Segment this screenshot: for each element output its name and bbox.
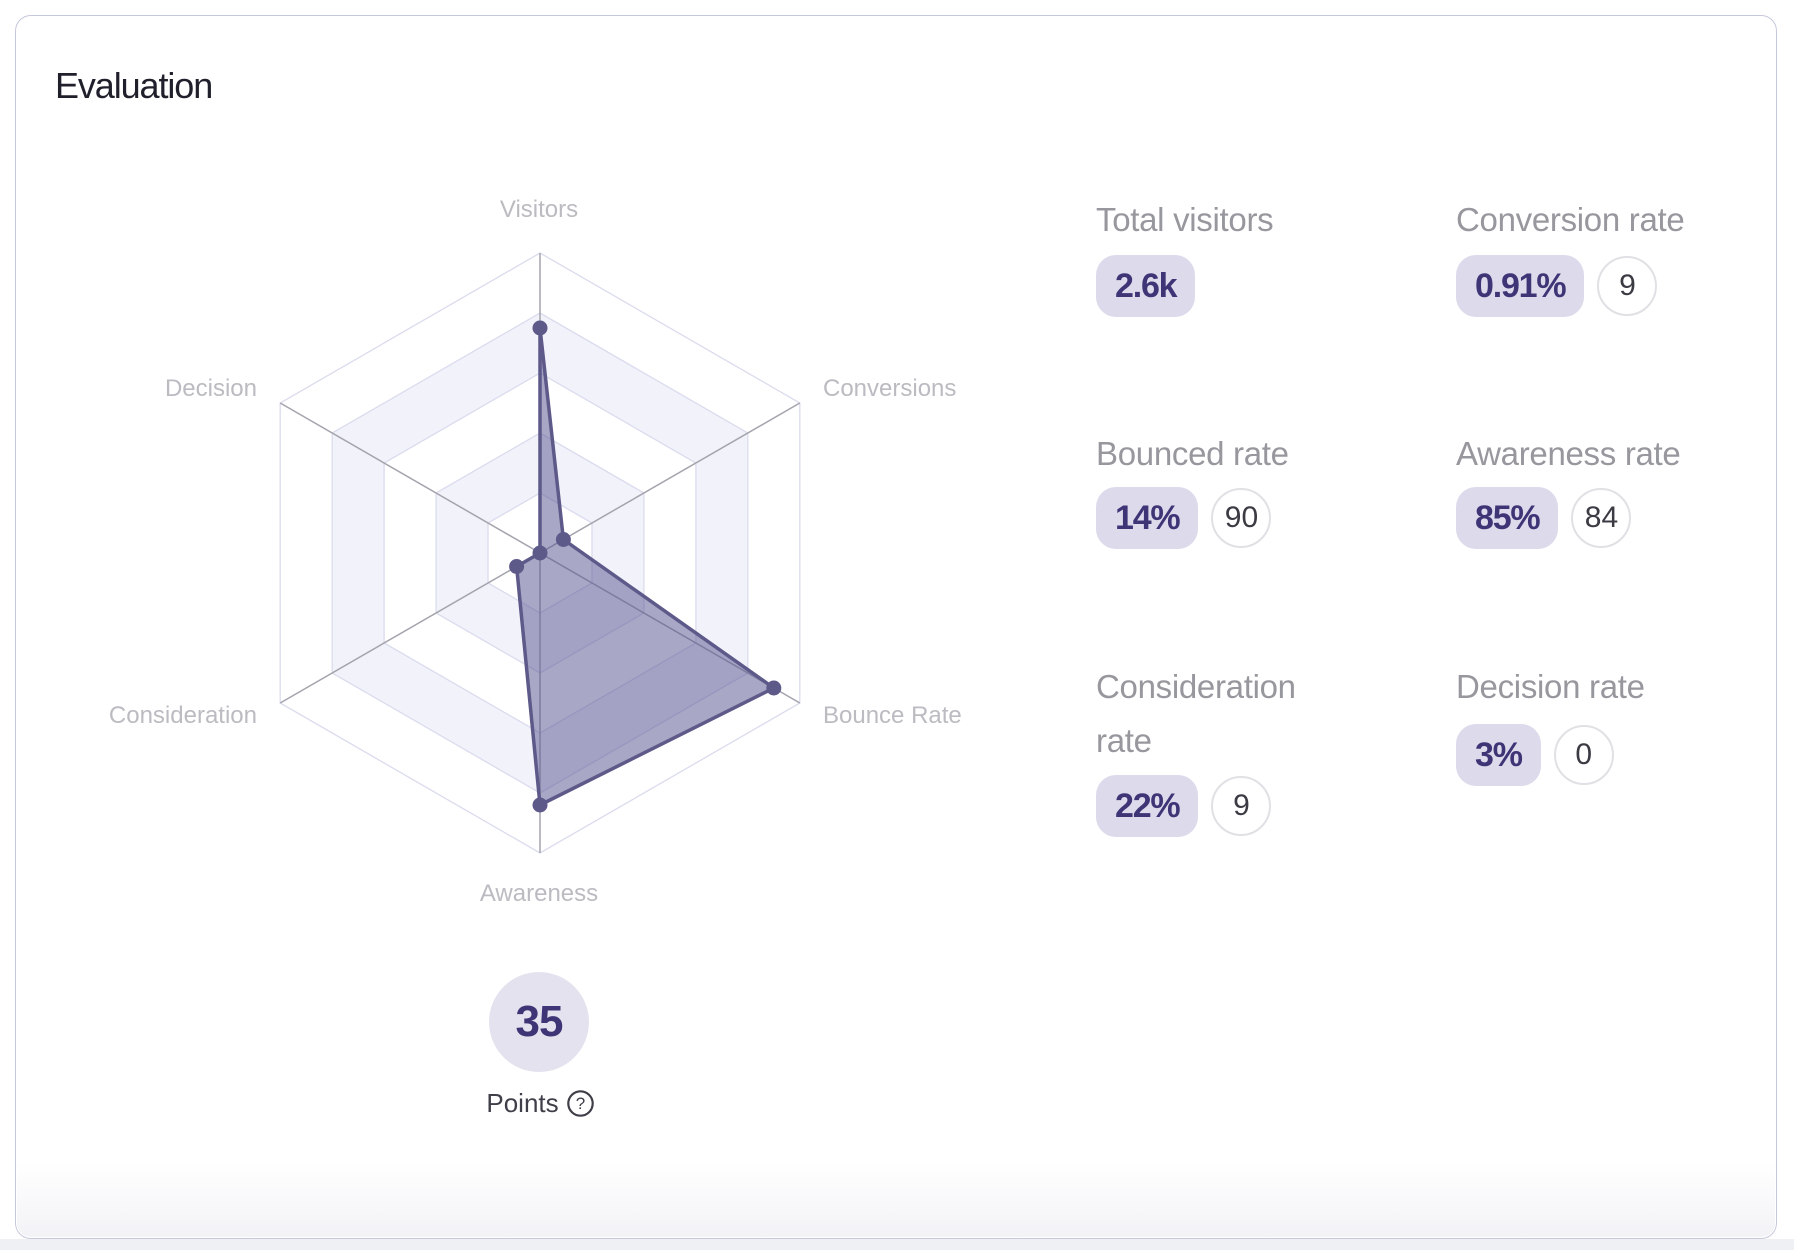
svg-text:?: ? (575, 1094, 584, 1113)
